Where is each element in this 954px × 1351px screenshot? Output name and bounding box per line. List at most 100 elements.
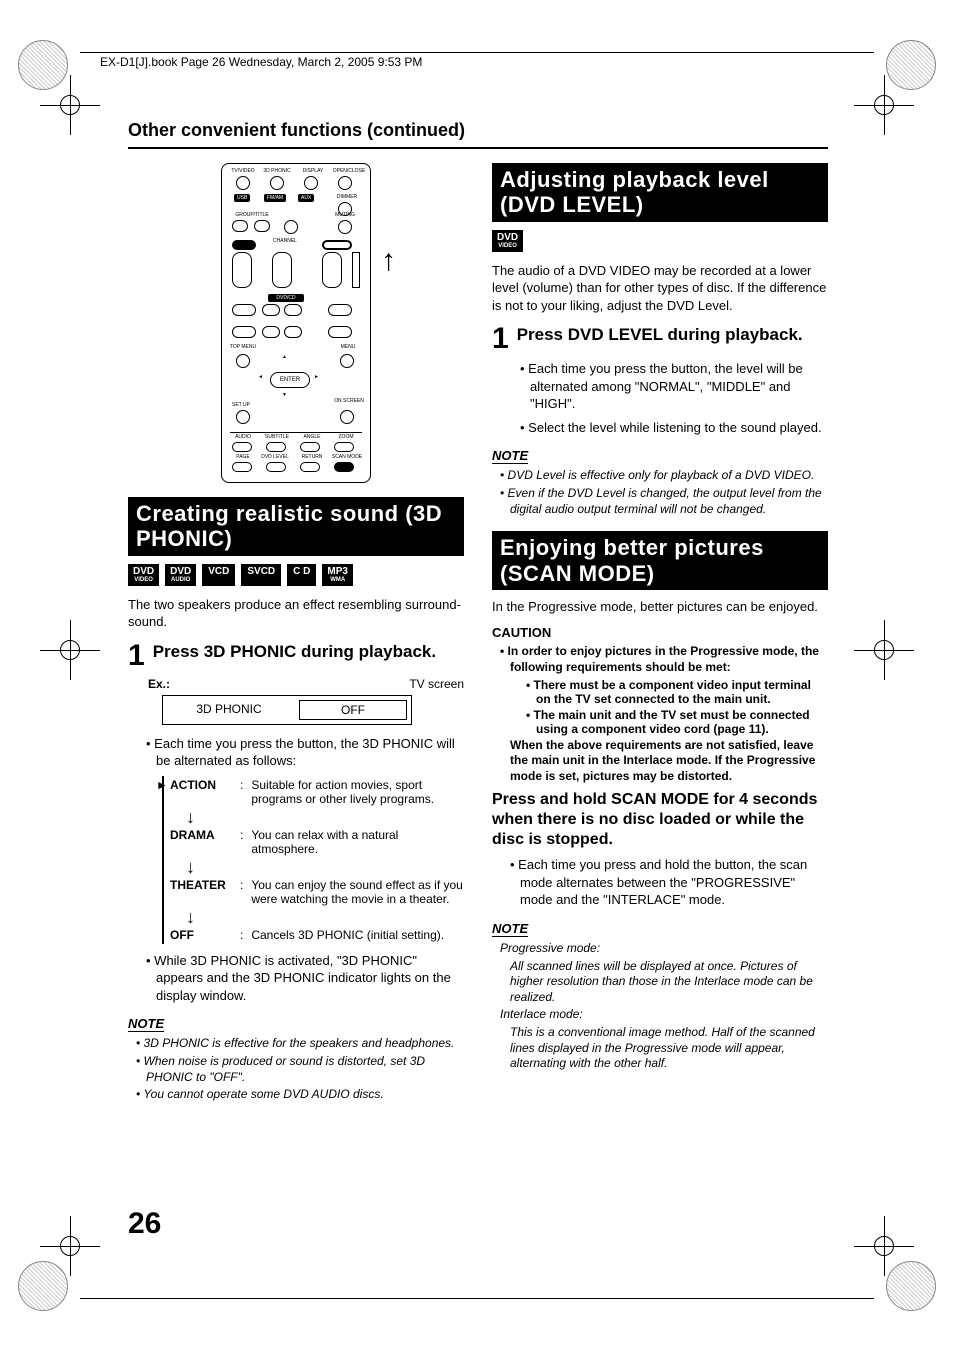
remote-label: [322, 240, 352, 250]
crop-mark: [854, 75, 914, 135]
remote-audio-vol: [322, 252, 342, 288]
badge-dvd-audio: DVDAUDIO: [165, 564, 196, 586]
mode-table: ► ACTION : Suitable for action movies, s…: [162, 776, 464, 944]
mode-desc: You can relax with a natural atmosphere.: [251, 828, 464, 856]
enter-button: ENTER: [270, 372, 310, 388]
remote-label: SUBTITLE: [262, 434, 292, 440]
remote-button: [266, 462, 286, 472]
badge-vcd: VCD: [202, 564, 235, 586]
remote-button: [338, 220, 352, 234]
note-item: You cannot operate some DVD AUDIO discs.: [128, 1087, 464, 1103]
right-column: Adjusting playback level (DVD LEVEL) DVD…: [492, 163, 828, 1105]
mode-row: ACTION : Suitable for action movies, spo…: [164, 776, 464, 808]
tv-screen-example: 3D PHONIC OFF: [162, 695, 412, 725]
note-item: DVD Level is effective only for playback…: [492, 468, 828, 484]
section-heading-dvdlevel: Adjusting playback level (DVD LEVEL): [492, 163, 828, 222]
book-header: EX-D1[J].book Page 26 Wednesday, March 2…: [100, 55, 422, 69]
mode-desc: You can enjoy the sound effect as if you…: [251, 878, 464, 906]
mode-row: OFF : Cancels 3D PHONIC (initial setting…: [164, 926, 464, 944]
remote-channel: [272, 252, 292, 288]
arrow-up-icon: ↑: [381, 244, 396, 278]
section-heading-scanmode: Enjoying better pictures (SCAN MODE): [492, 531, 828, 590]
mode-label: DRAMA: [170, 828, 232, 856]
remote-label: DVD/CD: [268, 294, 304, 302]
header-rule: [80, 52, 874, 53]
note-item: 3D PHONIC is effective for the speakers …: [128, 1036, 464, 1052]
caution-item: In order to enjoy pictures in the Progre…: [492, 644, 828, 675]
bullet-text: Each time you press the button, the 3D P…: [128, 735, 464, 770]
note-text: All scanned lines will be displayed at o…: [492, 959, 828, 1006]
badge-mp3-wma: MP3WMA: [322, 564, 353, 586]
note-heading: NOTE: [492, 448, 528, 464]
remote-button: [236, 176, 250, 190]
note-subhead: Progressive mode:: [492, 941, 828, 957]
step-number: 1: [128, 641, 145, 671]
remote-label: OPEN/CLOSE: [332, 168, 366, 174]
remote-button: [262, 326, 280, 338]
format-badges: DVDVIDEO DVDAUDIO VCD SVCD C D MP3WMA: [128, 564, 464, 586]
step-number: 1: [492, 324, 509, 354]
badge-svcd: SVCD: [241, 564, 281, 586]
bullet-text: Each time you press and hold the button,…: [492, 856, 828, 909]
caution-subitem: There must be a component video input te…: [492, 678, 828, 706]
step-heading: Press 3D PHONIC during playback.: [153, 641, 436, 671]
remote-button: [300, 462, 320, 472]
remote-button: [334, 462, 354, 472]
remote-label: RETURN: [298, 454, 326, 460]
mode-label: THEATER: [170, 878, 232, 906]
title-rule: [128, 147, 828, 149]
step-1: 1 Press DVD LEVEL during playback.: [492, 324, 828, 354]
remote-label: 3D PHONIC: [262, 168, 292, 174]
crop-mark: [40, 1216, 100, 1276]
arrow-down-icon: ↓: [186, 858, 464, 876]
remote-slider: [352, 252, 360, 288]
mode-desc: Cancels 3D PHONIC (initial setting).: [251, 928, 464, 942]
note-item: When noise is produced or sound is disto…: [128, 1054, 464, 1085]
nav-up-icon: ▲: [282, 354, 287, 360]
mode-label: OFF: [170, 928, 232, 942]
caution-subitem: The main unit and the TV set must be con…: [492, 708, 828, 736]
section-heading-3dphonic: Creating realistic sound (3D PHONIC): [128, 497, 464, 556]
remote-label: USB: [234, 194, 250, 202]
badge-dvd-video: DVDVIDEO: [492, 230, 523, 252]
format-badges: DVDVIDEO: [492, 230, 828, 252]
note-text: This is a conventional image method. Hal…: [492, 1025, 828, 1072]
remote-button: [340, 354, 354, 368]
body-text: In the Progressive mode, better pictures…: [492, 598, 828, 616]
remote-label: CHANNEL: [270, 238, 300, 244]
remote-label: AUX: [298, 194, 314, 202]
page-number: 26: [128, 1207, 161, 1241]
step-heading: Press DVD LEVEL during playback.: [517, 324, 803, 354]
body-text: The audio of a DVD VIDEO may be recorded…: [492, 262, 828, 315]
mode-desc: Suitable for action movies, sport progra…: [251, 778, 464, 806]
pointer-icon: ►: [156, 778, 168, 792]
remote-button: [338, 176, 352, 190]
remote-button: [266, 442, 286, 452]
remote-vol: [232, 252, 252, 288]
remote-label: AUDIO: [232, 434, 254, 440]
crop-mark: [40, 75, 100, 135]
remote-button: [328, 326, 352, 338]
note-item: Even if the DVD Level is changed, the ou…: [492, 486, 828, 517]
remote-label: ON SCREEN: [332, 398, 366, 404]
remote-label: MENU: [336, 344, 360, 350]
crop-mark: [40, 620, 100, 680]
remote-button: [232, 326, 256, 338]
mode-row: DRAMA : You can relax with a natural atm…: [164, 826, 464, 858]
remote-label: MUTING: [330, 212, 360, 218]
crop-mark: [854, 620, 914, 680]
remote-label: DISPLAY: [300, 168, 326, 174]
footer-rule: [80, 1298, 874, 1299]
remote-button: [270, 176, 284, 190]
sub-heading: Press and hold SCAN MODE for 4 seconds w…: [492, 790, 828, 850]
remote-label: SET UP: [226, 402, 256, 408]
tv-right-value: OFF: [299, 700, 407, 720]
remote-button: [254, 220, 270, 232]
remote-button: [284, 304, 302, 316]
nav-down-icon: ▼: [282, 392, 287, 398]
bullet-text: While 3D PHONIC is activated, "3D PHONIC…: [128, 952, 464, 1005]
badge-cd: C D: [287, 564, 316, 586]
remote-button: [300, 442, 320, 452]
remote-button: [284, 326, 302, 338]
remote-label: SCAN MODE: [328, 454, 366, 460]
